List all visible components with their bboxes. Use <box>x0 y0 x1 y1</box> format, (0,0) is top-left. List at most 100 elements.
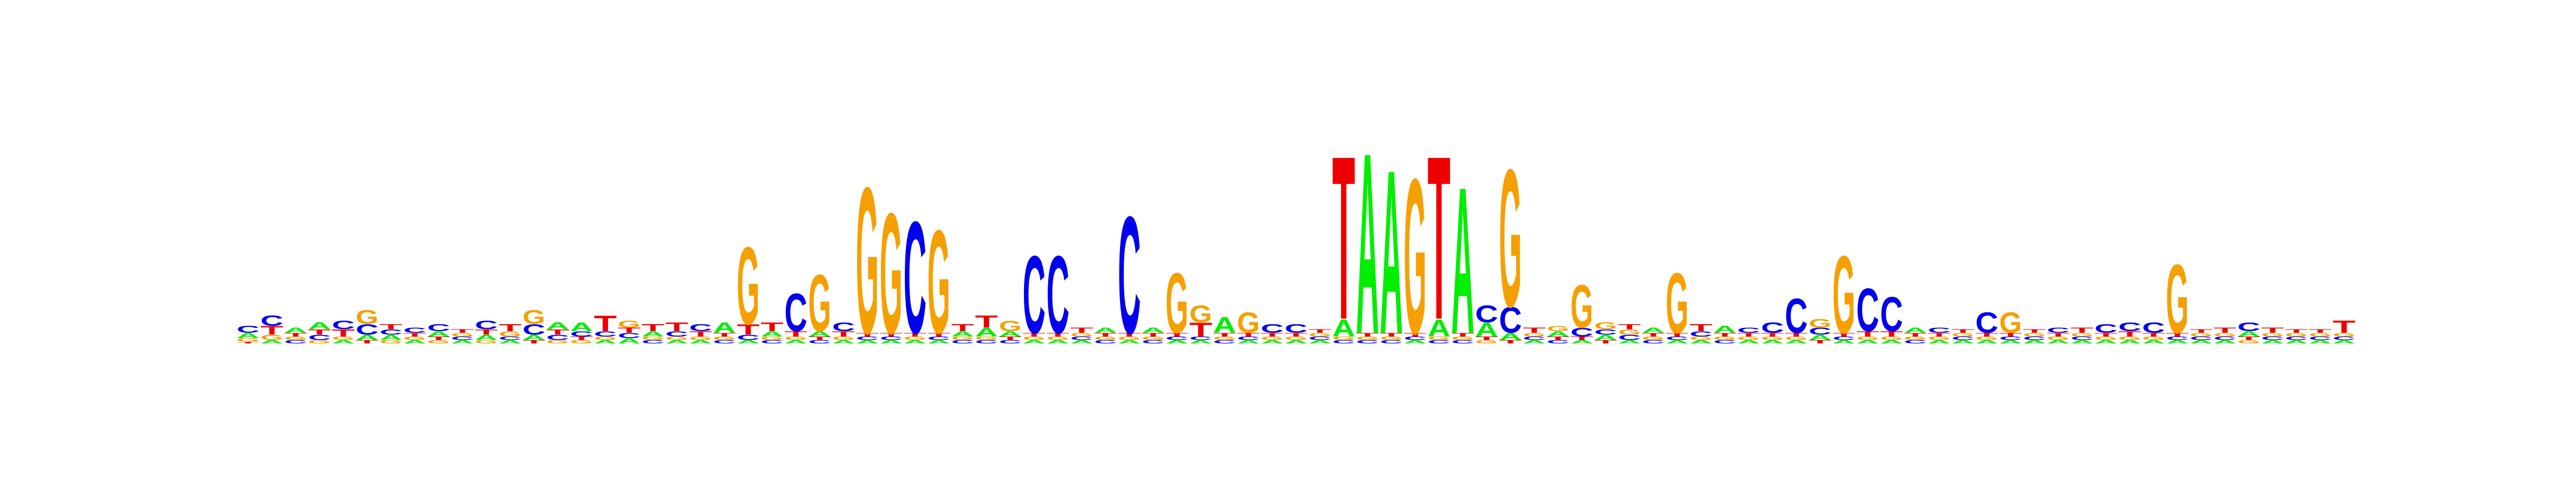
logo-letter-c: C <box>880 335 903 341</box>
logo-letter-g: G <box>665 335 688 341</box>
logo-letter-c: C <box>1523 335 1546 341</box>
logo-letter-a: A <box>665 339 689 345</box>
logo-letter-c: C <box>1094 339 1117 345</box>
logo-letter-t: T <box>1547 335 1570 341</box>
logo-letter-g: G <box>737 223 759 347</box>
logo-letter-g: G <box>1285 335 1307 341</box>
logo-letter-t: T <box>1761 332 1784 338</box>
logo-letter-g: G <box>2095 335 2117 341</box>
logo-letter-a: A <box>1166 339 1189 345</box>
logo-letter-g: G <box>1451 335 1474 341</box>
logo-letter-g: G <box>522 306 545 328</box>
logo-letter-g: G <box>1689 335 1712 341</box>
logo-letter-t: T <box>2166 332 2189 338</box>
logo-letter-a: A <box>2190 339 2213 345</box>
logo-letter-t: T <box>284 332 308 338</box>
logo-letter-t: T <box>1928 332 1951 338</box>
logo-letter-a: A <box>1928 339 1951 345</box>
logo-letter-c: C <box>1570 325 1593 339</box>
logo-letter-g: G <box>1737 335 1760 341</box>
logo-letter-c: C <box>785 282 808 342</box>
logo-letter-a: A <box>1880 339 1903 345</box>
logo-letter-c: C <box>1594 328 1618 336</box>
logo-letter-a: A <box>499 339 522 345</box>
logo-letter-t: T <box>2190 328 2213 334</box>
logo-letter-a: A <box>1404 339 1427 345</box>
logo-letter-c: C <box>1809 326 1832 337</box>
logo-letter-t: T <box>1308 328 1331 334</box>
logo-letter-t: T <box>880 332 903 338</box>
logo-letter-c: C <box>1928 326 1951 334</box>
logo-letter-a: A <box>2237 330 2260 338</box>
logo-letter-g: G <box>951 335 974 341</box>
logo-letter-c: C <box>1237 335 1260 341</box>
logo-letter-a: A <box>785 339 808 345</box>
logo-letter-g: G <box>1856 335 1879 341</box>
logo-letter-t: T <box>1809 339 1832 345</box>
logo-letter-c: C <box>1451 339 1474 345</box>
logo-letter-t: T <box>785 330 808 338</box>
logo-letter-g: G <box>1428 335 1450 341</box>
logo-letter-t: T <box>1904 332 1927 338</box>
logo-letter-c: C <box>1642 339 1665 345</box>
logo-letter-a: A <box>760 330 784 338</box>
logo-letter-g: G <box>1332 335 1355 341</box>
logo-letter-t: T <box>308 328 331 336</box>
logo-letter-t: T <box>1570 335 1593 341</box>
logo-letter-g: G <box>785 335 807 341</box>
logo-letter-c: C <box>1785 289 1808 343</box>
logo-letter-c: C <box>1475 301 1498 328</box>
logo-letter-c: C <box>2333 335 2356 341</box>
logo-letter-g: G <box>2047 335 2069 341</box>
logo-letter-g: G <box>1594 320 1617 332</box>
logo-letter-g: G <box>1118 335 1140 341</box>
logo-letter-c: C <box>713 339 736 345</box>
logo-letter-c: C <box>927 335 950 341</box>
logo-letter-a: A <box>1642 326 1665 334</box>
logo-letter-c: C <box>1975 306 1999 340</box>
logo-letter-g: G <box>999 318 1021 335</box>
logo-letter-a: A <box>975 325 998 339</box>
logo-letter-g: G <box>1475 339 1498 345</box>
logo-letter-g: G <box>1904 335 1927 341</box>
logo-letter-a: A <box>1904 326 1927 334</box>
logo-letter-c: C <box>1261 321 1284 335</box>
logo-letter-a: A <box>1308 339 1331 345</box>
logo-letter-a: A <box>1285 339 1308 345</box>
logo-letter-c: C <box>618 332 641 340</box>
logo-letter-c: C <box>1308 335 1331 341</box>
logo-letter-c: C <box>404 326 427 334</box>
logo-letter-c: C <box>570 330 593 338</box>
logo-letter-a: A <box>1785 339 1808 345</box>
logo-letter-g: G <box>2142 335 2164 341</box>
logo-letter-a: A <box>1475 319 1498 341</box>
logo-letter-g: G <box>927 200 950 365</box>
logo-letter-g: G <box>1618 328 1641 336</box>
logo-letter-t: T <box>2070 326 2094 335</box>
logo-letter-a: A <box>2214 339 2237 345</box>
logo-letter-c: C <box>499 335 522 341</box>
logo-letter-c: C <box>832 320 855 334</box>
logo-letter-t: T <box>2261 326 2284 335</box>
